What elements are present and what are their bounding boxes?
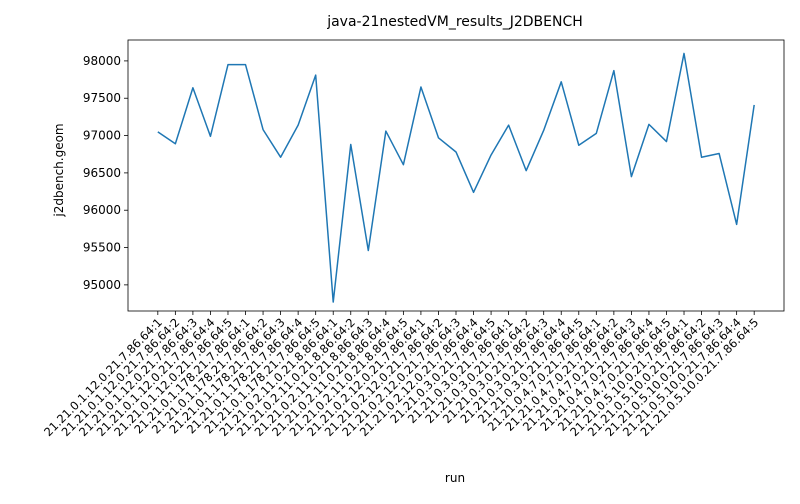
data-point [735,223,738,226]
data-point [525,169,528,172]
data-point [297,124,300,127]
data-point [595,132,598,135]
data-point [226,63,229,66]
y-tick-label: 95000 [83,278,121,292]
y-axis-label: j2dbench.geom [52,123,66,217]
y-tick-label: 96500 [83,166,121,180]
data-point [665,140,668,143]
data-point [753,103,756,106]
y-tick-label: 96000 [83,203,121,217]
data-point [384,130,387,133]
data-point [367,249,370,252]
data-point [156,130,159,133]
data-point [718,152,721,155]
data-point [700,156,703,159]
data-point [279,156,282,159]
data-point [402,163,405,166]
data-point [630,175,633,178]
data-point [542,129,545,132]
series-line [157,52,755,303]
x-axis-label: run [445,471,465,485]
data-point [174,142,177,145]
data-point [472,191,475,194]
data-point [244,63,247,66]
data-point [437,136,440,139]
data-point [612,69,615,72]
data-point [490,153,493,156]
data-point [209,135,212,138]
y-tick-label: 95500 [83,241,121,255]
plot-area: 9500095500960009650097000975009800021.21… [41,39,785,439]
chart-title: java-21nestedVM_results_J2DBENCH [326,14,583,30]
data-point [507,124,510,127]
data-point [419,86,422,89]
data-point [577,144,580,147]
y-tick-label: 97500 [83,91,121,105]
data-point [191,86,194,89]
data-point [560,80,563,83]
data-point [332,301,335,304]
data-point [349,143,352,146]
data-point [647,123,650,126]
data-point [262,128,265,131]
data-point [683,52,686,55]
y-tick-label: 97000 [83,129,121,143]
data-point [455,150,458,153]
y-tick-label: 98000 [83,54,121,68]
data-point [314,74,317,77]
